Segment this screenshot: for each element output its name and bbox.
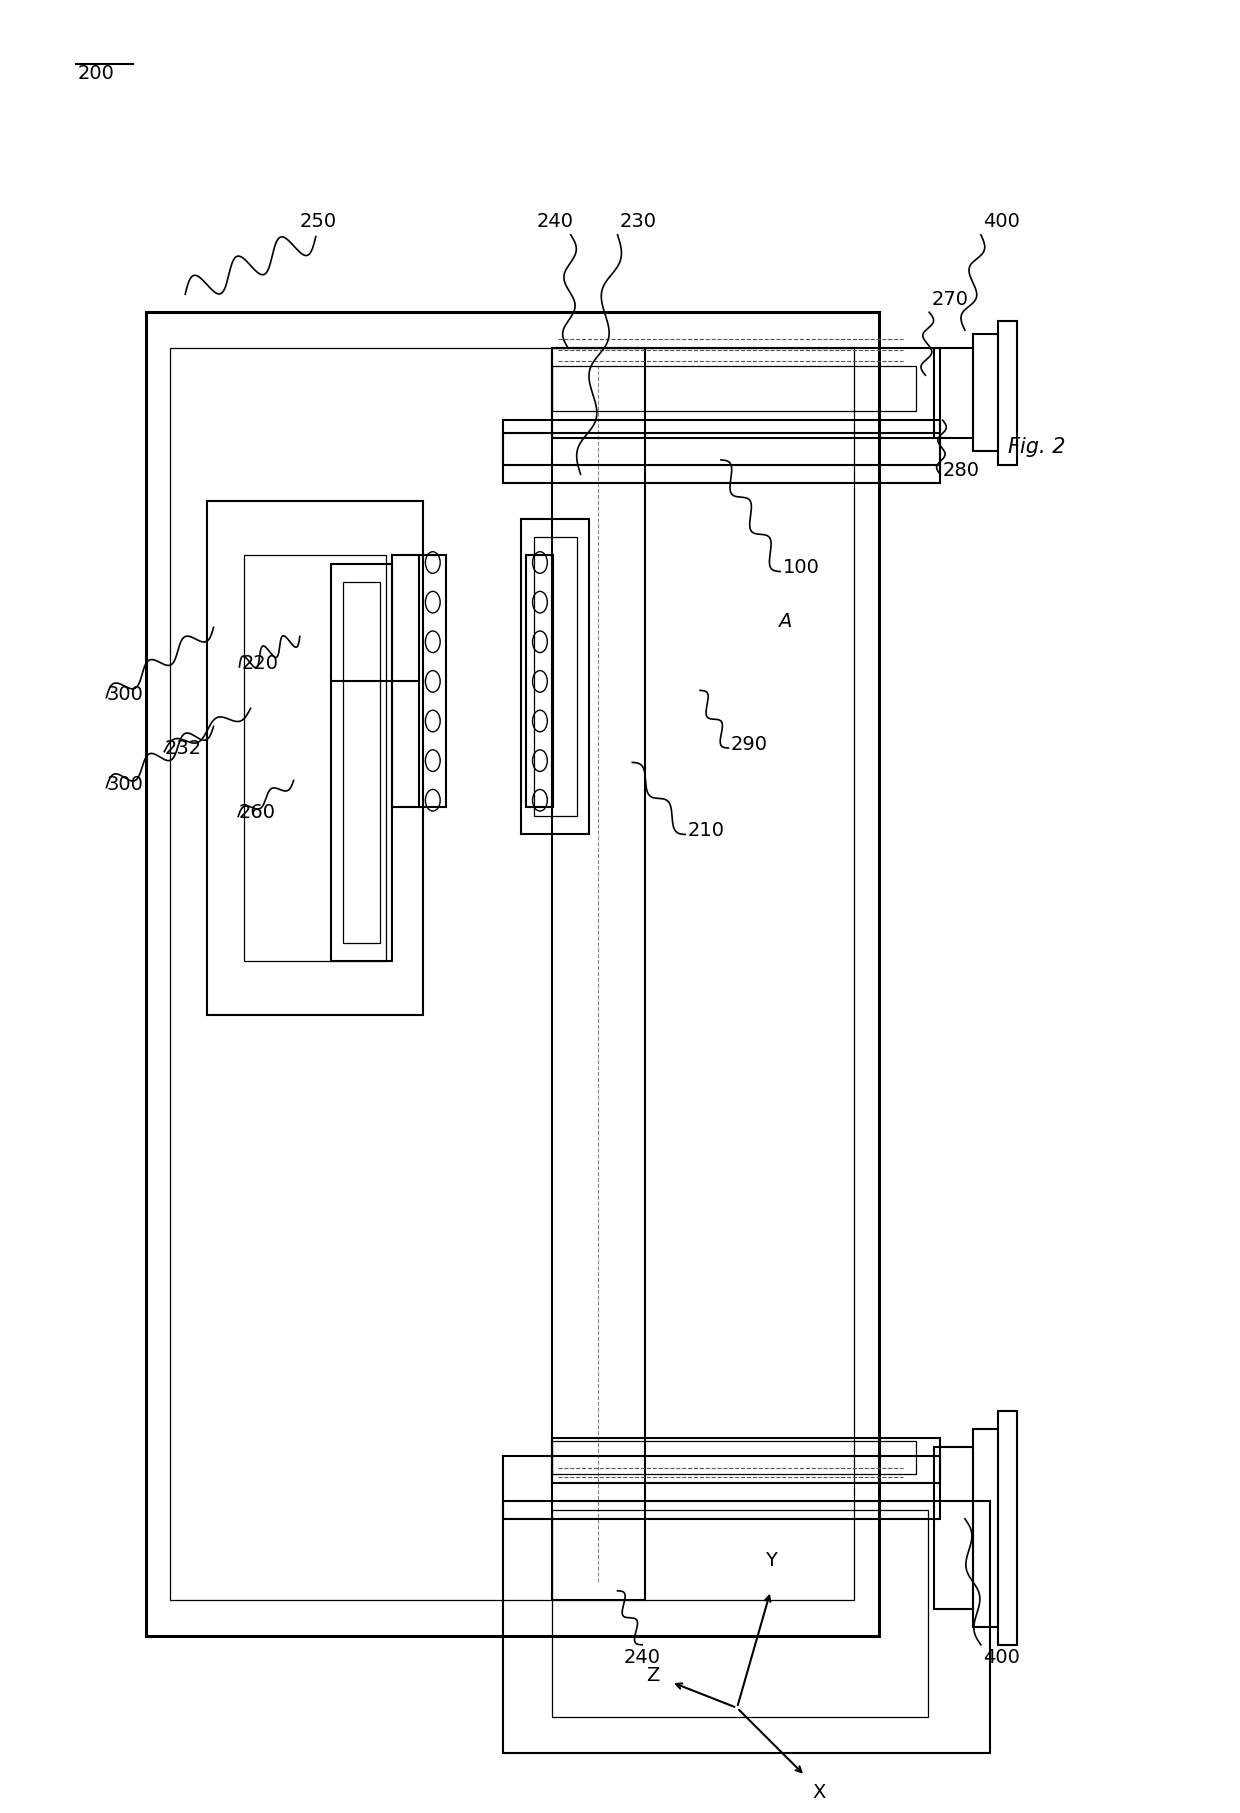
- Bar: [503, 433, 940, 466]
- Text: X: X: [812, 1782, 826, 1802]
- Bar: [934, 1447, 973, 1608]
- Text: 260: 260: [238, 803, 275, 823]
- Bar: [207, 502, 423, 1015]
- Bar: [419, 555, 446, 807]
- Bar: [552, 1438, 940, 1483]
- Bar: [244, 555, 386, 961]
- Bar: [552, 348, 645, 1599]
- Bar: [552, 1510, 928, 1717]
- Text: 290: 290: [730, 734, 768, 754]
- Text: 270: 270: [931, 290, 968, 308]
- Bar: [552, 348, 940, 439]
- Text: 100: 100: [782, 558, 820, 578]
- Text: 280: 280: [942, 461, 980, 480]
- Bar: [503, 1456, 940, 1519]
- Text: Y: Y: [765, 1550, 776, 1570]
- Bar: [533, 537, 577, 816]
- Text: Fig. 2: Fig. 2: [1008, 437, 1065, 457]
- Bar: [503, 421, 940, 484]
- Bar: [552, 366, 915, 412]
- Bar: [503, 1501, 990, 1753]
- Text: 250: 250: [300, 212, 337, 232]
- Text: Z: Z: [646, 1666, 660, 1684]
- Bar: [343, 582, 379, 943]
- Text: 210: 210: [688, 821, 724, 841]
- Text: 232: 232: [164, 738, 201, 758]
- Text: 300: 300: [107, 774, 144, 794]
- Text: 200: 200: [78, 63, 115, 83]
- Text: A: A: [777, 613, 791, 631]
- Bar: [552, 1441, 915, 1474]
- Text: 240: 240: [624, 1648, 661, 1668]
- Bar: [973, 1429, 998, 1626]
- Bar: [522, 519, 589, 834]
- Bar: [998, 1411, 1017, 1644]
- Text: 400: 400: [983, 212, 1021, 232]
- Text: 230: 230: [620, 212, 657, 232]
- Text: 400: 400: [983, 1648, 1021, 1668]
- Bar: [934, 348, 973, 439]
- Bar: [527, 555, 553, 807]
- Text: 240: 240: [536, 212, 573, 232]
- Bar: [331, 564, 392, 961]
- Text: 300: 300: [107, 685, 144, 703]
- Bar: [170, 348, 854, 1599]
- Bar: [146, 312, 879, 1635]
- Text: 220: 220: [242, 654, 279, 673]
- Bar: [973, 334, 998, 451]
- Bar: [998, 321, 1017, 466]
